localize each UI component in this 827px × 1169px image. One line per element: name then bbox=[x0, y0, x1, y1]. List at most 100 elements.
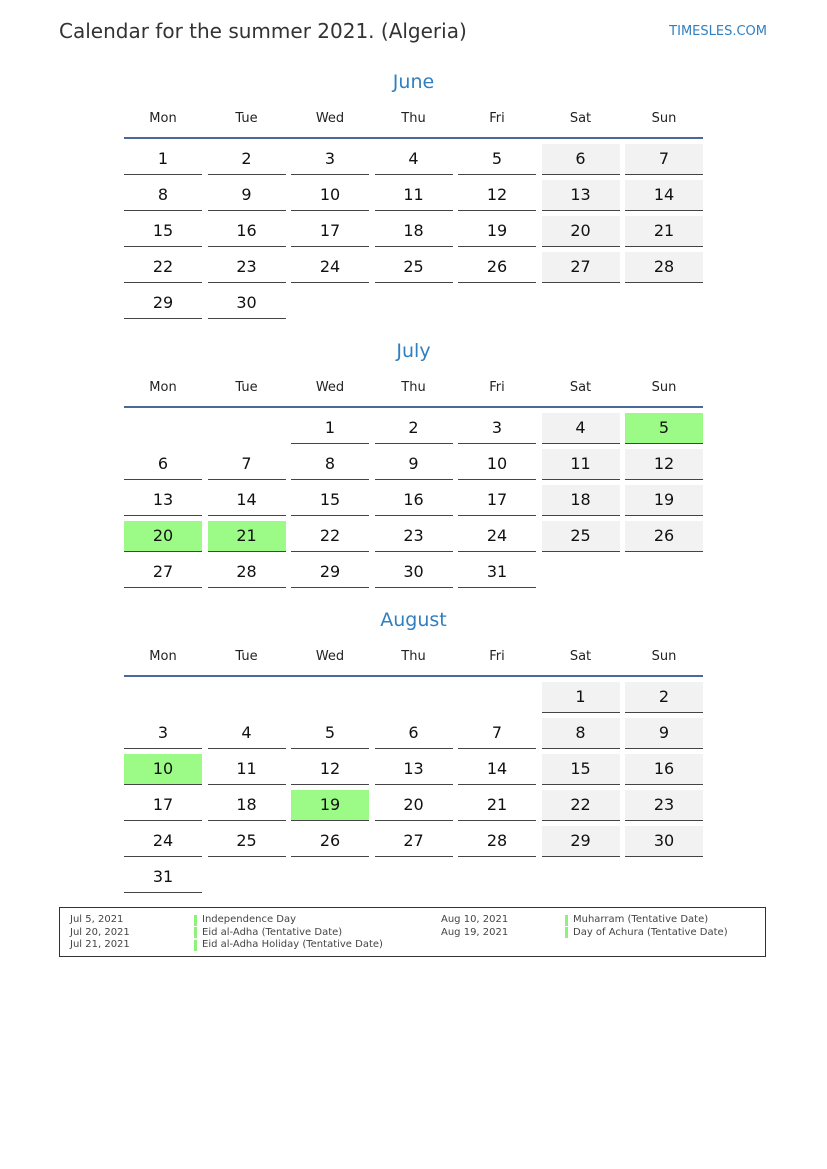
month-title: June bbox=[392, 71, 435, 93]
holiday-day-cell: 21 bbox=[207, 521, 286, 552]
legend-holiday-name: Independence Day bbox=[202, 914, 297, 925]
day-cell: 15 bbox=[291, 485, 369, 516]
holiday-marker-icon bbox=[194, 939, 197, 951]
day-cell: 19 bbox=[625, 485, 703, 516]
day-cell: 27 bbox=[124, 557, 202, 588]
day-cell: 9 bbox=[625, 718, 703, 749]
site-link[interactable]: TIMESLES.COM bbox=[669, 24, 767, 39]
day-cell: 24 bbox=[291, 252, 369, 283]
day-cell: 4 bbox=[374, 144, 453, 175]
day-cell: 25 bbox=[207, 826, 286, 857]
legend-holiday-name: Eid al-Adha Holiday (Tentative Date) bbox=[202, 939, 383, 950]
day-cell: 29 bbox=[291, 557, 369, 588]
day-cell: 7 bbox=[458, 718, 536, 749]
day-cell: 14 bbox=[207, 485, 286, 516]
day-cell: 23 bbox=[374, 521, 453, 552]
day-cell: 12 bbox=[291, 754, 369, 785]
legend-holiday-name: Day of Achura (Tentative Date) bbox=[573, 926, 728, 938]
day-cell: 22 bbox=[124, 252, 202, 283]
day-cell: 20 bbox=[374, 790, 453, 821]
day-cell: 15 bbox=[541, 754, 620, 785]
holiday-marker-icon bbox=[194, 914, 197, 926]
day-cell: 31 bbox=[124, 862, 202, 893]
day-cell: 10 bbox=[458, 449, 536, 480]
day-cell: 27 bbox=[541, 252, 620, 283]
day-cell: 30 bbox=[374, 557, 453, 588]
day-cell: 11 bbox=[374, 180, 453, 211]
day-cell: 8 bbox=[541, 718, 620, 749]
day-cell: 26 bbox=[291, 826, 369, 857]
day-cell: 8 bbox=[124, 180, 202, 211]
day-cell: 29 bbox=[541, 826, 620, 857]
legend-holiday-name: Eid al-Adha (Tentative Date) bbox=[202, 926, 343, 938]
header-rule bbox=[124, 675, 703, 677]
day-cell: 4 bbox=[207, 718, 286, 749]
legend-date: Jul 5, 2021 bbox=[70, 914, 124, 925]
weekday-header: Mon bbox=[149, 111, 177, 126]
month-august: August Mon Tue Wed Thu Fri Sat Sun 1 2 3 4 5 6 7 8 9 10 11… bbox=[0, 603, 827, 893]
day-cell: 9 bbox=[374, 449, 453, 480]
day-cell: 25 bbox=[374, 252, 453, 283]
day-cell: 22 bbox=[291, 521, 369, 552]
month-june: June Mon Tue Wed Thu Fri Sat Sun 1 2 3 4 5 6 7 8 9 10 11 12… bbox=[0, 65, 827, 325]
day-cell: 5 bbox=[458, 144, 536, 175]
day-cell: 1 bbox=[291, 413, 369, 444]
day-cell: 26 bbox=[625, 521, 703, 552]
holiday-day-cell: 10 bbox=[124, 754, 202, 785]
day-cell: 27 bbox=[374, 826, 453, 857]
day-cell: 13 bbox=[124, 485, 202, 516]
day-cell: 14 bbox=[458, 754, 536, 785]
day-cell: 25 bbox=[541, 521, 620, 552]
day-cell: 28 bbox=[458, 826, 536, 857]
weekday-header: Sun bbox=[651, 111, 677, 126]
weekday-header: Sun bbox=[651, 380, 677, 395]
legend-holiday-name: Muharram (Tentative Date) bbox=[573, 914, 709, 925]
weekday-header: Thu bbox=[401, 380, 426, 395]
weekday-header: Tue bbox=[235, 111, 258, 126]
day-cell: 17 bbox=[458, 485, 536, 516]
day-cell: 14 bbox=[625, 180, 703, 211]
holiday-legend: Jul 5, 2021 Independence Day Jul 20, 2021 E… bbox=[59, 907, 766, 957]
weekday-header: Thu bbox=[401, 649, 426, 664]
day-cell: 5 bbox=[291, 718, 369, 749]
holiday-marker-icon bbox=[194, 927, 197, 938]
day-cell: 20 bbox=[541, 216, 620, 247]
weekday-header: Wed bbox=[315, 111, 345, 126]
weekday-header: Thu bbox=[401, 111, 426, 126]
weekday-header: Wed bbox=[315, 649, 345, 664]
weekday-header: Fri bbox=[489, 380, 505, 395]
weekday-header: Wed bbox=[315, 380, 345, 395]
day-cell: 2 bbox=[625, 682, 703, 713]
day-cell: 28 bbox=[207, 557, 286, 588]
day-cell: 2 bbox=[374, 413, 453, 444]
holiday-day-cell: 19 bbox=[291, 790, 369, 821]
day-cell: 12 bbox=[625, 449, 703, 480]
weekday-header: Sat bbox=[569, 380, 592, 395]
legend-date: Aug 19, 2021 bbox=[441, 926, 509, 938]
day-cell: 6 bbox=[541, 144, 620, 175]
weekday-header: Tue bbox=[235, 380, 258, 395]
day-cell: 11 bbox=[207, 754, 286, 785]
day-cell: 13 bbox=[374, 754, 453, 785]
holiday-marker-icon bbox=[565, 914, 568, 926]
day-cell: 23 bbox=[625, 790, 703, 821]
day-cell: 13 bbox=[541, 180, 620, 211]
day-cell: 17 bbox=[124, 790, 202, 821]
day-cell: 28 bbox=[625, 252, 703, 283]
day-cell: 1 bbox=[541, 682, 620, 713]
page-title: Calendar for the summer 2021. (Algeria) bbox=[59, 19, 467, 43]
day-cell: 30 bbox=[207, 288, 286, 319]
day-cell: 24 bbox=[124, 826, 202, 857]
day-cell: 26 bbox=[458, 252, 536, 283]
weekday-header: Mon bbox=[149, 380, 177, 395]
weekday-header: Fri bbox=[489, 111, 505, 126]
day-cell: 18 bbox=[374, 216, 453, 247]
day-cell: 15 bbox=[124, 216, 202, 247]
month-title: August bbox=[380, 609, 447, 631]
day-cell: 19 bbox=[458, 216, 536, 247]
day-cell: 21 bbox=[458, 790, 536, 821]
day-cell: 23 bbox=[207, 252, 286, 283]
day-cell: 22 bbox=[541, 790, 620, 821]
day-cell: 6 bbox=[124, 449, 202, 480]
